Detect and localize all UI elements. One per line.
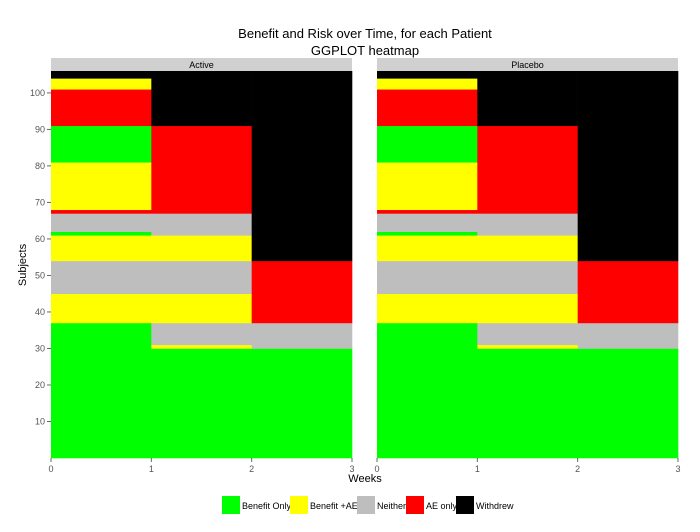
heatmap-cell (477, 344, 578, 349)
y-tick-label: 70 (35, 197, 45, 207)
heatmap-cell (377, 162, 478, 211)
x-tick-label: 1 (475, 464, 480, 474)
heatmap-cell (51, 260, 152, 295)
heatmap-cell (477, 235, 578, 262)
heatmap-cell (51, 78, 152, 90)
heatmap-cell (51, 71, 152, 79)
heatmap-cell (151, 213, 252, 236)
heatmap-cell (577, 260, 679, 324)
x-axes: 0 1 2 3 0 1 2 3 (48, 458, 681, 474)
heatmap-cell (51, 125, 152, 163)
heatmap-cell (151, 344, 252, 349)
x-tick-label: 3 (675, 464, 680, 474)
heatmap-cell (377, 260, 478, 295)
heatmap-cell (577, 348, 679, 459)
heatmap-cell (477, 293, 578, 324)
heatmap-cell (51, 293, 152, 324)
y-tick-label: 90 (35, 124, 45, 134)
legend-item: Withdrew (456, 496, 514, 514)
legend-item: AE only (406, 496, 458, 514)
facet-strip (51, 58, 352, 71)
heatmap-cell (251, 71, 353, 262)
facet-active: Active (51, 58, 353, 459)
y-tick-label: 20 (35, 380, 45, 390)
legend-swatch (222, 496, 240, 514)
x-tick-label: 2 (249, 464, 254, 474)
heatmap-cell (477, 213, 578, 236)
legend-swatch (406, 496, 424, 514)
heatmap-cell (151, 260, 252, 295)
heatmap-cell (151, 322, 252, 346)
heatmap-cell (251, 348, 353, 459)
facet-strip-label: Active (189, 60, 214, 70)
chart-subtitle: GGPLOT heatmap (311, 43, 419, 58)
heatmap-cell (577, 71, 679, 262)
x-tick-label: 2 (575, 464, 580, 474)
legend-item: Benefit Only (222, 496, 292, 514)
legend-swatch (290, 496, 308, 514)
heatmap-cell (51, 231, 152, 236)
heatmap-cell (377, 125, 478, 163)
y-axis-title: Subjects (17, 243, 29, 286)
legend-label: AE only (426, 501, 458, 511)
heatmap-cell (51, 209, 152, 214)
legend-item: Neither (357, 496, 406, 514)
heatmap-cell (477, 348, 578, 459)
heatmap-cell (477, 125, 578, 214)
heatmap-cell (51, 89, 152, 127)
y-tick-label: 10 (35, 416, 45, 426)
heatmap-cell (251, 322, 353, 349)
heatmap-cell (477, 71, 578, 127)
legend-swatch (357, 496, 375, 514)
legend-label: Withdrew (476, 501, 514, 511)
heatmap-cell (477, 260, 578, 295)
heatmap-cell (377, 89, 478, 127)
heatmap-cell (377, 231, 478, 236)
heatmap-cell (151, 293, 252, 324)
y-tick-label: 50 (35, 270, 45, 280)
heatmap-cell (251, 260, 353, 324)
y-tick-label: 40 (35, 307, 45, 317)
legend-swatch (456, 496, 474, 514)
heatmap-cell (51, 322, 152, 459)
heatmap-cell (377, 71, 478, 79)
x-axis-title: Weeks (348, 473, 382, 485)
y-tick-label: 100 (30, 88, 45, 98)
heatmap-cell (377, 78, 478, 90)
heatmap-cell (377, 235, 478, 262)
legend-label: Benefit +AE (310, 501, 358, 511)
heatmap-cell (151, 235, 252, 262)
heatmap-cell (377, 209, 478, 214)
heatmap-cell (377, 322, 478, 459)
heatmap-cell (51, 162, 152, 211)
legend: Benefit Only Benefit +AE Neither AE only Wit… (222, 496, 514, 514)
y-tick-label: 30 (35, 343, 45, 353)
x-tick-label: 3 (349, 464, 354, 474)
x-tick-label: 0 (48, 464, 53, 474)
legend-label: Neither (377, 501, 406, 511)
facet-placebo: Placebo (377, 58, 679, 459)
y-tick-label: 80 (35, 161, 45, 171)
y-axis: 10 20 30 40 50 60 70 80 90 100 (30, 88, 51, 426)
heatmap-cell (477, 322, 578, 346)
facet-panels: Active Placebo (51, 58, 679, 459)
heatmap-cell (151, 348, 252, 459)
chart-title: Benefit and Risk over Time, for each Pat… (238, 26, 492, 41)
heatmap-cell (51, 213, 152, 232)
heatmap-cell (377, 213, 478, 232)
x-tick-label: 1 (149, 464, 154, 474)
facet-strip-label: Placebo (511, 60, 544, 70)
facet-strip (377, 58, 678, 71)
heatmap-cell (151, 71, 252, 127)
legend-item: Benefit +AE (290, 496, 358, 514)
y-tick-label: 60 (35, 234, 45, 244)
legend-label: Benefit Only (242, 501, 292, 511)
heatmap-cell (577, 322, 679, 349)
heatmap-cell (377, 293, 478, 324)
x-tick-label: 0 (374, 464, 379, 474)
heatmap-cell (51, 235, 152, 262)
heatmap-cell (151, 125, 252, 214)
